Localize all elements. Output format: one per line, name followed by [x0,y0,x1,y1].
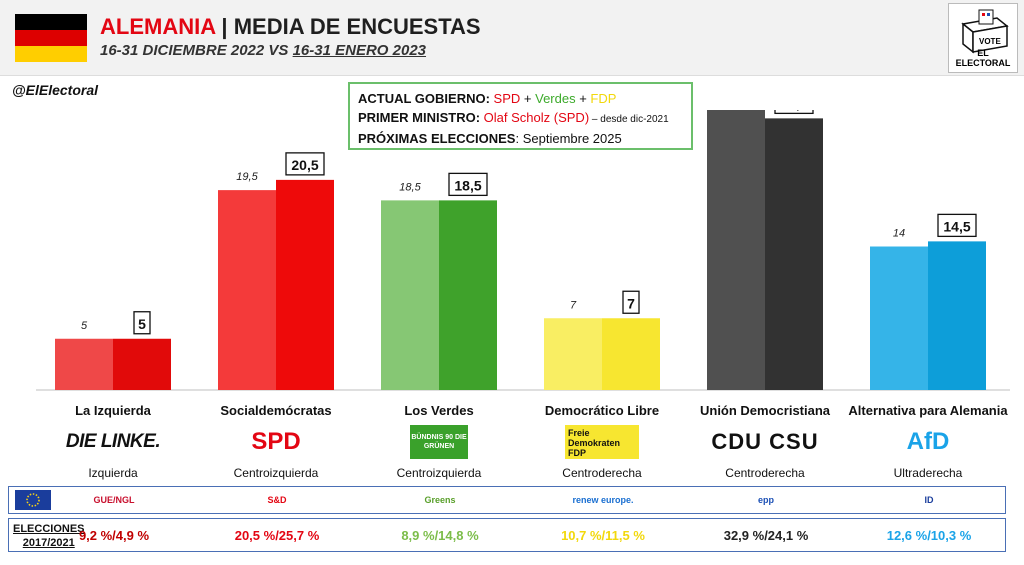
label-box-curr-0 [133,311,151,335]
label-prev-1: 19,5 [236,171,258,183]
party-logo-0: DIE LINKE. [65,431,161,452]
header: ALEMANIA | MEDIA DE ENCUESTAS 16-31 DICI… [0,0,1024,76]
label-curr-3: 7 [627,295,635,311]
label-curr-5: 14,5 [943,218,970,234]
government-line: ACTUAL GOBIERNO: SPD + Verdes + FDP [358,91,617,106]
eu-group-1: S&D [267,495,287,505]
next-elections-line: PRÓXIMAS ELECCIONES: Septiembre 2025 [358,131,622,146]
label-curr-4: 26,5 [780,110,807,111]
party-logo-4: CDU CSU [711,429,819,454]
bar-prev-5 [870,246,928,390]
label-prev-3: 7 [570,299,577,311]
prime-minister-line: PRIMER MINISTRO: Olaf Scholz (SPD) – des… [358,110,669,125]
eu-group-4: epp [757,495,774,505]
bar-curr-4 [765,118,823,390]
party-ideology-1: Centroizquierda [233,466,319,480]
party-logo-2: BÜNDNIS 90 DIE GRÜNEN [409,424,469,460]
germany-flag-icon [15,14,87,62]
bar-curr-1 [276,179,334,390]
bar-prev-3 [544,318,602,390]
party-ideology-4: Centroderecha [725,466,805,480]
page-title: ALEMANIA | MEDIA DE ENCUESTAS [100,14,481,39]
bar-prev-1 [218,190,276,390]
government-info-box: ACTUAL GOBIERNO: SPD + Verdes + FDP PRIM… [348,82,693,150]
label-box-curr-2 [448,172,488,197]
label-box-curr-4 [774,110,814,115]
party-ideology-0: Izquierda [88,466,138,480]
party-ideology-2: Centroizquierda [396,466,482,480]
label-prev-5: 14 [893,228,905,240]
bar-curr-0 [113,338,171,390]
el-electoral-logo: VOTE EL ELECTORAL [948,3,1018,73]
election-result-0: 9,2 %/4,9 % [78,528,150,543]
election-result-5: 12,6 %/10,3 % [886,528,972,543]
eu-group-0: GUE/NGL [93,495,135,505]
eu-flag-icon [13,490,53,510]
twitter-handle: @ElElectoral [12,82,99,98]
label-box-curr-1 [285,152,325,176]
party-name-0: La Izquierda [75,403,151,418]
eu-group-5: ID [924,495,934,505]
party-logo-5: AfD [906,428,950,455]
bar-curr-2 [439,200,497,390]
label-curr-0: 5 [138,316,146,332]
bar-prev-4 [707,110,765,390]
party-name-1: Socialdemócratas [220,403,332,418]
label-box-curr-5 [937,213,977,238]
election-result-4: 32,9 %/24,1 % [723,528,809,543]
bar-curr-3 [602,318,660,390]
bar-curr-5 [928,241,986,390]
party-logo-1: SPD [251,428,301,455]
election-result-2: 8,9 %/14,8 % [401,528,479,543]
election-result-1: 20,5 %/25,7 % [234,528,320,543]
svg-text:VOTE: VOTE [979,37,1001,46]
bar-prev-0 [55,338,113,390]
brand-label: EL ELECTORAL [955,48,1011,68]
bar-prev-2 [381,200,439,390]
party-name-2: Los Verdes [404,403,474,418]
party-ideology-5: Ultraderecha [893,466,963,480]
party-logo-3: Freie Demokraten FDP [564,424,640,460]
label-prev-0: 5 [81,320,88,332]
label-box-curr-3 [622,290,640,314]
eu-group-3: renew europe. [572,495,634,505]
party-ideology-3: Centroderecha [562,466,642,480]
party-name-3: Democrático Libre [544,403,660,418]
elections-label: ELECCIONES 2017/2021 [13,523,85,549]
eu-group-2: Greens [424,495,456,505]
label-curr-2: 18,5 [454,177,481,193]
page-subtitle: 16-31 DICIEMBRE 2022 VS 16-31 ENERO 2023 [100,42,427,59]
eu-groups-row: GUE/NGL S&D Greens renew europe. epp ID [8,486,1006,514]
label-prev-2: 18,5 [399,181,421,193]
label-curr-1: 20,5 [291,157,318,173]
ballot-box-icon: VOTE [961,9,1009,54]
elections-row: ELECCIONES 2017/2021 9,2 %/4,9 % 20,5 %/25… [8,518,1006,552]
election-result-3: 10,7 %/11,5 % [561,528,645,543]
party-name-5: Alternativa para Alemania [848,403,1008,418]
party-name-4: Unión Democristiana [699,403,831,418]
